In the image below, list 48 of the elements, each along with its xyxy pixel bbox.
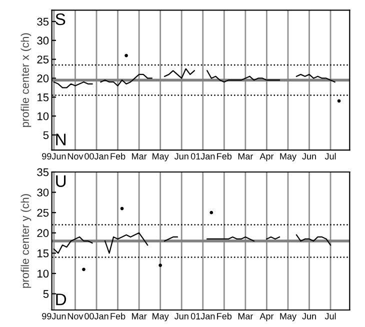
x-tick-label: Apr xyxy=(260,313,274,322)
y-axis-title: profile center x (ch) xyxy=(20,33,32,127)
x-tick-label: May xyxy=(280,153,296,162)
y-tick-label: 5 xyxy=(43,290,49,298)
x-tick-label: May xyxy=(152,313,169,322)
x-tick-label: 00Jan xyxy=(84,313,108,320)
x-tick-label: Jul xyxy=(324,152,336,160)
y-tick-label: 10 xyxy=(38,112,49,120)
x-tick-label: 00Jan xyxy=(84,153,108,160)
y-tick-label: 30 xyxy=(37,188,49,196)
y-tick-label: 25 xyxy=(37,208,49,217)
x-tick-label: Jun xyxy=(174,153,188,160)
x-tick-label: Feb xyxy=(110,152,126,160)
x-tick-label: Feb xyxy=(110,312,126,320)
annotation: S xyxy=(56,13,66,26)
y-tick-label: 15 xyxy=(38,94,49,102)
x-tick-label: Jun xyxy=(302,313,316,320)
x-tick-label: Feb xyxy=(217,312,232,320)
y-tick-label: 35 xyxy=(37,18,49,26)
x-tick-label: Mar xyxy=(238,313,254,320)
y-tick-label: 5 xyxy=(43,131,49,140)
x-tick-label: Mar xyxy=(238,153,254,160)
annotation: N xyxy=(56,134,66,146)
x-tick-label: Mar xyxy=(132,313,147,320)
y-tick-label: 35 xyxy=(37,168,49,176)
x-tick-label: May xyxy=(152,153,169,162)
annotation: D xyxy=(56,294,66,306)
x-tick-label: Jul xyxy=(324,312,336,320)
y-tick-label: 20 xyxy=(37,74,49,82)
x-tick-label: Nov xyxy=(68,153,84,160)
y-tick-label: 20 xyxy=(37,229,49,238)
x-tick-label: 99Jun xyxy=(42,153,66,160)
x-tick-label: Jun xyxy=(174,313,188,320)
y-tick-label: 10 xyxy=(38,270,49,278)
annotation: U xyxy=(56,175,66,188)
x-tick-label: 01Jan xyxy=(190,153,215,160)
x-tick-label: 99Jun xyxy=(42,313,66,320)
x-tick-label: Apr xyxy=(260,153,274,162)
x-tick-label: Feb xyxy=(217,152,232,160)
y-tick-label: 25 xyxy=(37,56,49,64)
x-tick-label: May xyxy=(280,313,296,322)
y-axis-title: profile center y (ch) xyxy=(20,194,32,288)
y-tick-label: 30 xyxy=(37,36,49,45)
x-tick-label: Nov xyxy=(68,313,84,320)
x-tick-label: 01Jan xyxy=(190,313,215,320)
x-tick-label: Jun xyxy=(302,153,316,160)
y-tick-label: 15 xyxy=(38,250,49,258)
x-tick-label: Mar xyxy=(132,153,147,160)
